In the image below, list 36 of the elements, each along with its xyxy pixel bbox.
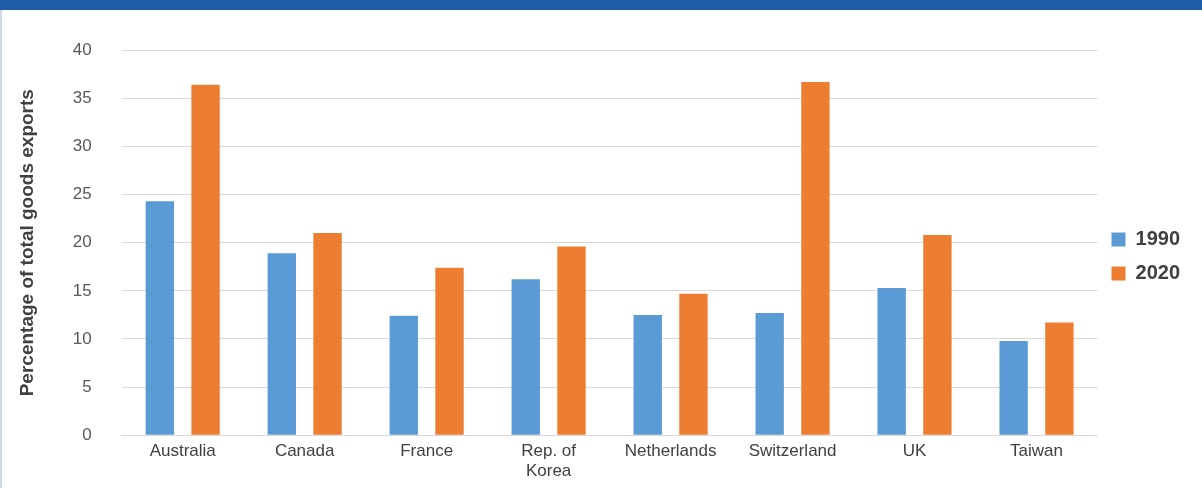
y-tick-label: 20 (72, 232, 92, 252)
bar (1045, 322, 1074, 435)
x-tick-label: Switzerland (748, 441, 837, 461)
legend-label: 1990 (1135, 227, 1181, 250)
y-tick-label: 25 (72, 184, 92, 204)
y-tick-label: 5 (82, 376, 92, 396)
y-tick-label: 30 (72, 136, 92, 156)
bar (633, 314, 662, 435)
bar (435, 267, 464, 435)
x-tick-label: France (400, 441, 454, 461)
y-tick-label: 15 (72, 280, 92, 300)
bar (191, 84, 220, 435)
bar (999, 340, 1028, 435)
y-tick-label: 40 (72, 39, 92, 59)
bar (145, 201, 175, 435)
x-tick-label: Taiwan (1010, 441, 1063, 461)
bar (267, 253, 296, 435)
bar (389, 315, 418, 435)
x-tick-label: Netherlands (624, 441, 717, 461)
bar (557, 246, 586, 435)
x-tick-label: Rep. of Korea (521, 441, 577, 481)
x-tick-label: Australia (149, 441, 217, 461)
x-tick-label: UK (902, 441, 928, 461)
x-tick-label: Canada (274, 441, 335, 461)
bar (511, 279, 540, 435)
y-axis-title: Percentage of total goods exports (15, 89, 37, 397)
bar (755, 312, 784, 435)
y-tick-label: 0 (82, 424, 92, 444)
y-tick-label: 35 (72, 88, 92, 108)
bar (679, 293, 708, 435)
bar (923, 235, 952, 435)
bar (313, 233, 342, 435)
bar (877, 287, 906, 435)
legend-label: 2020 (1135, 261, 1181, 284)
bar (801, 81, 830, 435)
y-tick-label: 10 (72, 328, 92, 348)
